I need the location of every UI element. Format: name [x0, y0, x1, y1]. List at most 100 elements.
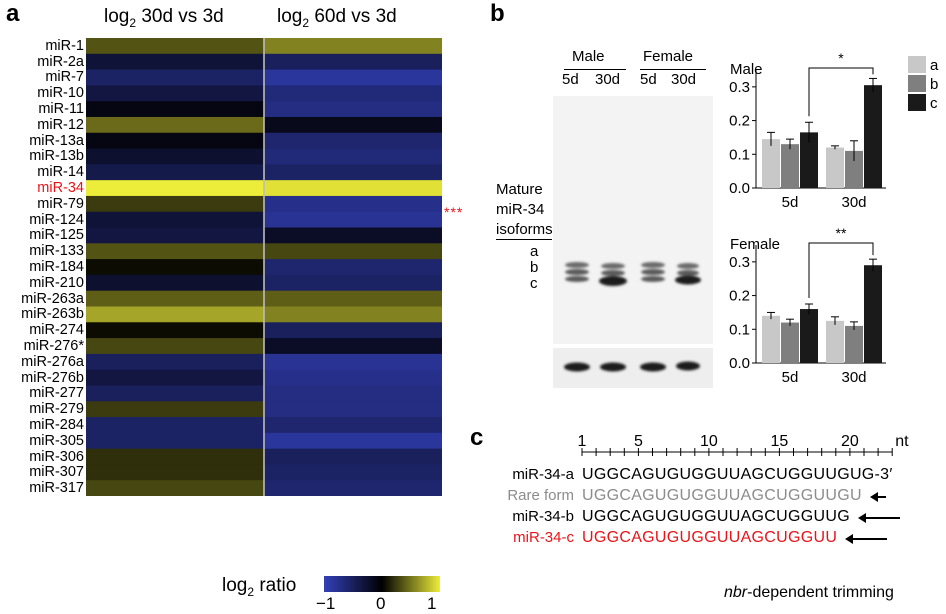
trimming-arrow [845, 534, 888, 544]
bar-a-30d [826, 147, 844, 188]
bar-b-5d [781, 144, 799, 188]
heatmap-cell [264, 480, 442, 496]
blot-loading-lane3 [640, 362, 666, 372]
legend-swatch-a [908, 56, 926, 73]
heatmap-row-label: miR-284 [29, 416, 84, 433]
heatmap-row-label: miR-13b [29, 148, 84, 165]
heatmap-cell [86, 274, 264, 292]
y-tick-label: 0.2 [729, 113, 750, 130]
heatmap-row-labels: miR-1 miR-2a miR-7 miR-10 miR-11 miR-12 miR-13… [0, 0, 84, 500]
legend-label-b: b [930, 76, 938, 93]
blot-loading-lane4 [676, 361, 700, 371]
heatmap-cell [264, 369, 442, 387]
heatmap-row-label: miR-263a [21, 290, 84, 307]
sequence-row-label: miR-34-a [512, 466, 574, 483]
bar-c-30d [864, 85, 882, 188]
heatmap-cell [86, 38, 264, 55]
blot-band-lane1-a [565, 262, 589, 268]
sequence-row-label: miR-34-c [513, 529, 574, 546]
bar-c-5d [800, 309, 818, 363]
legend-label-a: a [930, 57, 939, 74]
heatmap-cell [86, 148, 264, 165]
colorbar [324, 576, 440, 592]
bar-charts: Male 0.0 0.1 0.2 0.3 5d 30d * Female 0.0 0.1 0.2 0.3… [729, 50, 939, 386]
panel-b-letter: b [490, 0, 505, 27]
y-tick-label: 0.0 [729, 355, 750, 372]
significance-stars: *** [444, 204, 464, 220]
sequence-row: UGGCAGUGUGGUUAGCUGGUUGUG-3′ [582, 466, 893, 483]
blot-loading-lane1 [564, 362, 590, 372]
heatmap-cell [86, 290, 264, 308]
heatmap-cell [264, 85, 442, 102]
bar-b-30d [845, 150, 863, 188]
blot-side-label-3: isoforms [496, 221, 553, 238]
sequence-axis-label: 10 [700, 433, 718, 450]
blot-loading-lane2 [600, 362, 626, 372]
y-tick-label: 0.1 [729, 321, 750, 338]
heatmap-row-label: miR-2a [37, 53, 84, 70]
heatmap-cell [86, 195, 264, 213]
heatmap-cell [264, 401, 442, 418]
sequence-row: UGGCAGUGUGGUUAGCUGGUU [582, 529, 838, 546]
heatmap-cell [264, 69, 442, 86]
heatmap-row-label: miR-34 [37, 180, 84, 197]
heatmap-cell [86, 227, 264, 244]
x-tick-label: 5d [782, 194, 799, 211]
y-tick-label: 0.3 [729, 79, 750, 96]
heatmap-row-label: miR-274 [29, 322, 84, 339]
heatmap-cell [86, 164, 264, 181]
y-tick-label: 0.3 [729, 254, 750, 271]
blot-membrane-upper [553, 96, 713, 344]
legend-swatch-c [908, 94, 926, 111]
northern-blot [553, 96, 713, 388]
blot-lane-label-1: 5d [562, 71, 579, 88]
heatmap-cell [264, 259, 442, 276]
significance-bracket [808, 242, 874, 298]
heatmap-cell [86, 385, 264, 402]
sequence-row-label: miR-34-b [512, 508, 574, 525]
heatmap-cell [86, 480, 264, 496]
heatmap-cell [86, 69, 264, 86]
heatmap-row-label: miR-133 [29, 243, 84, 260]
blot-band-lane4-b [677, 270, 699, 276]
legend-label-c: c [930, 95, 938, 112]
heatmap-col-title-1: log2 30d vs 3d [104, 6, 224, 30]
heatmap-cell [86, 353, 264, 371]
heatmap-cell [86, 116, 264, 134]
bar-c-5d [800, 132, 818, 188]
blot-band-label-b: b [530, 259, 539, 276]
heatmap-row-label: miR-263b [21, 306, 84, 323]
blot-group-female: Female [643, 48, 694, 65]
heatmap-cell [264, 116, 442, 134]
heatmap-cell [86, 417, 264, 434]
heatmap-cell [264, 164, 442, 181]
heatmap-row-label: miR-307 [29, 464, 84, 481]
heatmap-row-label: miR-79 [37, 195, 84, 212]
heatmap-row-label: miR-276a [21, 353, 84, 370]
heatmap-cell [86, 369, 264, 387]
heatmap-cell [86, 401, 264, 418]
blot-lane-label-2: 30d [595, 71, 621, 88]
blot-group-female-underline [640, 69, 706, 70]
heatmap-cell [264, 243, 442, 260]
blot-band-label-a: a [530, 243, 539, 260]
heatmap-row-label: miR-279 [29, 401, 84, 418]
sequence-axis-label: 5 [634, 433, 643, 450]
heatmap-row-label: miR-14 [37, 164, 84, 181]
heatmap-cell [264, 180, 442, 197]
sequence-row-label: Rare form [507, 487, 574, 504]
blot-band-label-c: c [530, 275, 538, 292]
trimming-arrow [869, 492, 886, 502]
y-tick-label: 0.0 [729, 180, 750, 197]
colorbar-tick-mid: 0 [376, 594, 386, 613]
blot-lane-label-3: 5d [640, 71, 657, 88]
significance-label: ** [836, 225, 847, 241]
heatmap-cell [86, 180, 264, 197]
heatmap-cell [86, 132, 264, 150]
heatmap-row-label: miR-10 [37, 85, 84, 102]
blot-band-lane2-c [599, 276, 627, 286]
heatmap-cell [264, 448, 442, 466]
heatmap-cell [264, 227, 442, 244]
heatmap-cell [264, 211, 442, 229]
heatmap-cell [264, 306, 442, 323]
